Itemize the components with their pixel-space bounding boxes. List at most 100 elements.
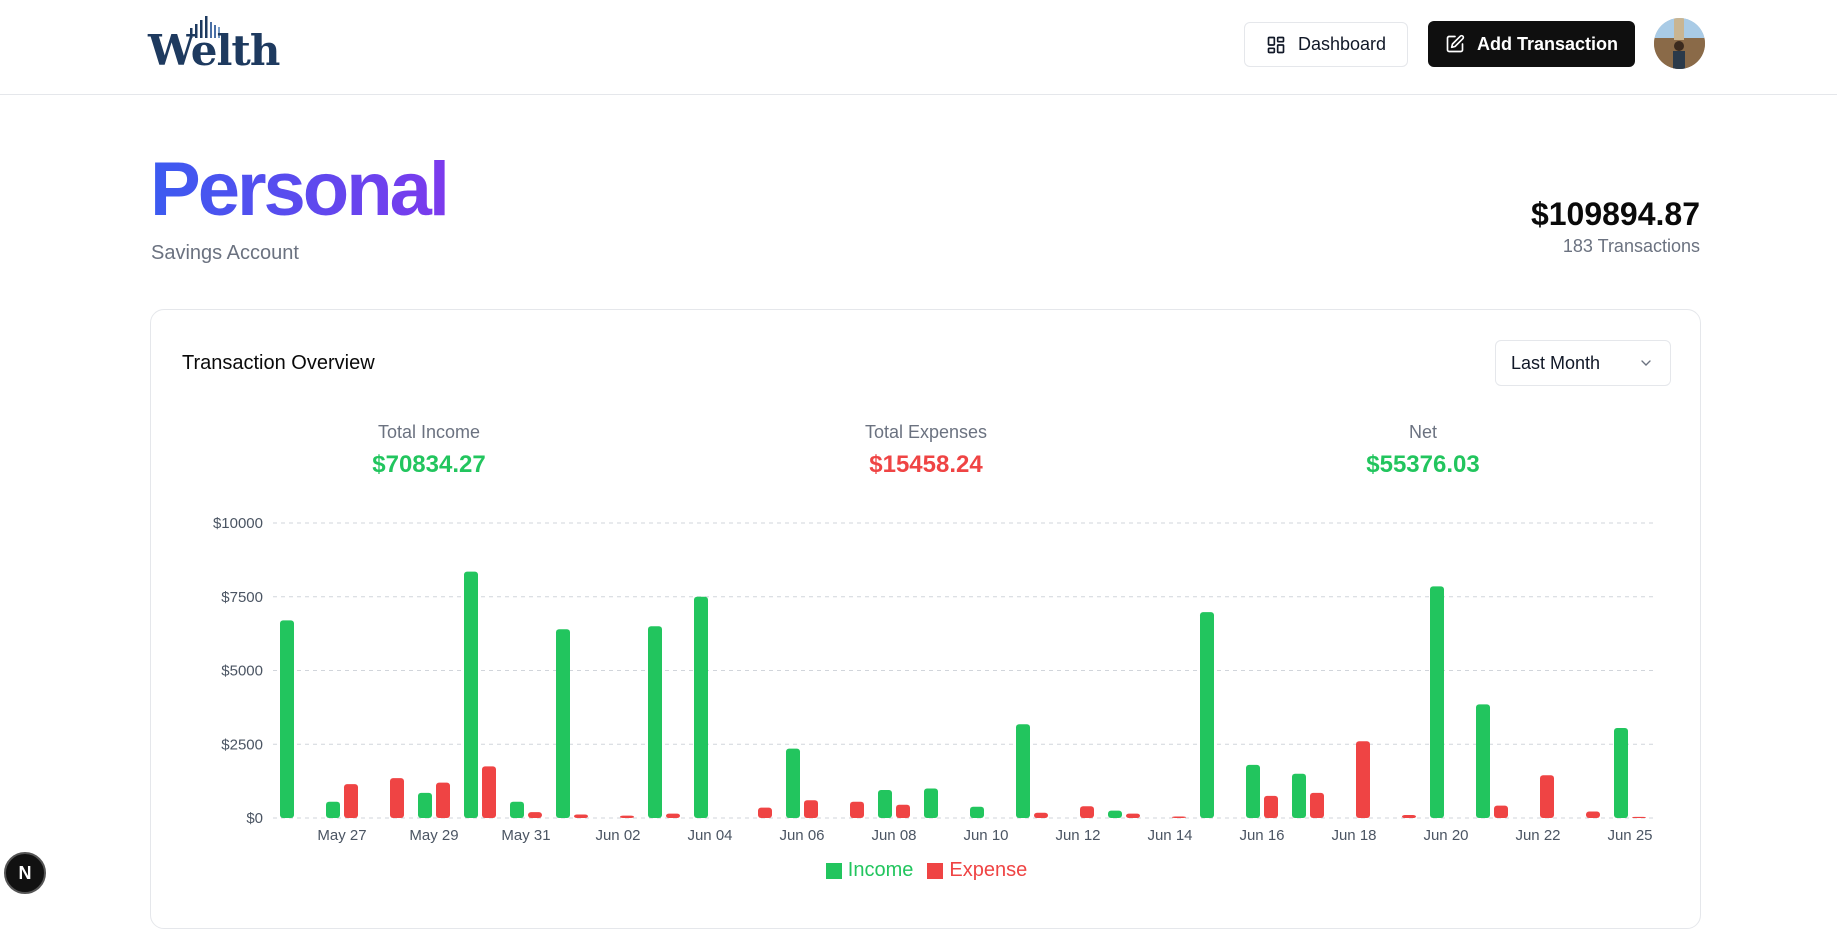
income-bar[interactable] [786, 748, 800, 818]
dashboard-button-label: Dashboard [1297, 34, 1387, 54]
expense-bar[interactable] [390, 778, 404, 818]
logo-wordmark: Welth [148, 26, 280, 75]
period-select-value: Last Month [1511, 352, 1601, 373]
x-tick-label: Jun 08 [871, 827, 916, 844]
expense-bar[interactable] [1264, 795, 1278, 818]
transaction-overview-card: Transaction Overview Last Month Total In… [150, 309, 1701, 929]
income-bar[interactable] [970, 806, 984, 818]
x-tick-label: Jun 02 [595, 827, 640, 844]
net-stat: Net $55376.03 [1273, 422, 1573, 479]
user-avatar[interactable] [1654, 18, 1705, 69]
total-expenses-label: Total Expenses [864, 422, 988, 442]
income-bar[interactable] [1108, 810, 1122, 818]
x-tick-label: May 31 [501, 827, 550, 844]
income-bar[interactable] [1246, 764, 1260, 818]
legend-label-expense: Expense [949, 859, 1028, 881]
expense-bar[interactable] [344, 784, 358, 818]
y-tick-label: $10000 [213, 515, 263, 532]
dashboard-button[interactable]: Dashboard [1244, 22, 1408, 67]
income-bar[interactable] [1200, 612, 1214, 818]
x-tick-label: Jun 12 [1055, 827, 1100, 844]
expense-bar[interactable] [482, 766, 496, 818]
x-tick-label: Jun 20 [1423, 827, 1468, 844]
add-transaction-button[interactable]: Add Transaction [1428, 21, 1635, 67]
y-tick-label: $0 [246, 810, 263, 827]
legend-item-income[interactable]: Income [825, 859, 914, 882]
expense-bar[interactable] [436, 782, 450, 818]
x-tick-label: Jun 10 [963, 827, 1008, 844]
total-income-value: $70834.27 [372, 451, 486, 478]
expense-bar[interactable] [1126, 813, 1140, 818]
legend-item-expense[interactable]: Expense [927, 859, 1027, 882]
x-tick-label: Jun 06 [779, 827, 824, 844]
expense-bar[interactable] [1080, 806, 1094, 818]
income-bar[interactable] [924, 788, 938, 819]
income-bar[interactable] [418, 792, 432, 818]
net-label: Net [1408, 422, 1437, 442]
total-expenses-stat: Total Expenses $15458.24 [776, 422, 1076, 479]
expense-bar[interactable] [896, 804, 910, 818]
account-type: Savings Account [151, 242, 299, 264]
y-tick-label: $2500 [221, 736, 263, 753]
period-select[interactable]: Last Month [1495, 340, 1671, 386]
income-bar[interactable] [1614, 728, 1628, 818]
expense-bar[interactable] [1402, 815, 1416, 818]
x-tick-label: May 29 [409, 827, 458, 844]
expense-bar[interactable] [666, 813, 680, 818]
total-expenses-value: $15458.24 [869, 451, 983, 478]
expense-bar[interactable] [620, 815, 634, 818]
legend-swatch-expense [927, 862, 944, 879]
x-tick-label: May 27 [317, 827, 366, 844]
expense-bar[interactable] [1034, 812, 1048, 818]
expense-bar[interactable] [1540, 775, 1554, 818]
transactions-count: 183 Transactions [1562, 236, 1700, 256]
income-bar[interactable] [326, 801, 340, 818]
pen-square-icon [1446, 34, 1465, 53]
welth-logo[interactable]: Welth [148, 16, 280, 75]
next-dev-badge-letter: N [18, 862, 32, 883]
expense-bar[interactable] [850, 801, 864, 818]
avatar-image [1654, 18, 1705, 69]
total-income-stat: Total Income $70834.27 [279, 422, 579, 479]
expense-bar[interactable] [574, 814, 588, 818]
net-value: $55376.03 [1366, 451, 1480, 478]
x-tick-label: Jun 22 [1515, 827, 1560, 844]
card-title: Transaction Overview [182, 352, 375, 374]
chart-legend: Income Expense [151, 859, 1702, 882]
bar-chart-icon [190, 16, 220, 38]
y-tick-label: $7500 [221, 589, 263, 606]
income-bar[interactable] [556, 629, 570, 818]
y-tick-label: $5000 [221, 663, 263, 680]
income-bar[interactable] [1292, 773, 1306, 818]
income-bar[interactable] [1476, 704, 1490, 818]
top-navbar: Welth Dashboard Add Transaction [0, 0, 1837, 95]
income-bar[interactable] [694, 596, 708, 818]
legend-label-income: Income [847, 859, 914, 881]
expense-bar[interactable] [1494, 805, 1508, 818]
income-bar[interactable] [648, 626, 662, 818]
add-transaction-button-label: Add Transaction [1476, 33, 1619, 54]
x-tick-label: Jun 14 [1147, 827, 1192, 844]
expense-bar[interactable] [804, 800, 818, 818]
income-bar[interactable] [1430, 586, 1444, 818]
x-tick-label: Jun 04 [687, 827, 732, 844]
chevron-down-icon [1641, 360, 1651, 366]
income-bar[interactable] [280, 620, 294, 818]
income-bar[interactable] [464, 571, 478, 818]
expense-bar[interactable] [1172, 816, 1186, 818]
legend-swatch-income [825, 862, 842, 879]
expense-bar[interactable] [1632, 816, 1646, 818]
income-bar[interactable] [1016, 724, 1030, 818]
income-expense-bar-chart: $0 $2500 $5000 $7500 $10000 May 27 May 29 May 3… [213, 515, 1653, 844]
expense-bar[interactable] [1586, 811, 1600, 818]
income-bar[interactable] [510, 801, 524, 818]
expense-bar[interactable] [1356, 741, 1370, 818]
next-dev-badge[interactable]: N [4, 852, 46, 894]
expense-bar[interactable] [528, 812, 542, 818]
total-income-label: Total Income [377, 422, 481, 442]
income-bar[interactable] [878, 789, 892, 818]
account-name: Personal [150, 147, 450, 232]
x-tick-label: Jun 18 [1331, 827, 1376, 844]
expense-bar[interactable] [1310, 792, 1324, 818]
expense-bar[interactable] [758, 807, 772, 818]
